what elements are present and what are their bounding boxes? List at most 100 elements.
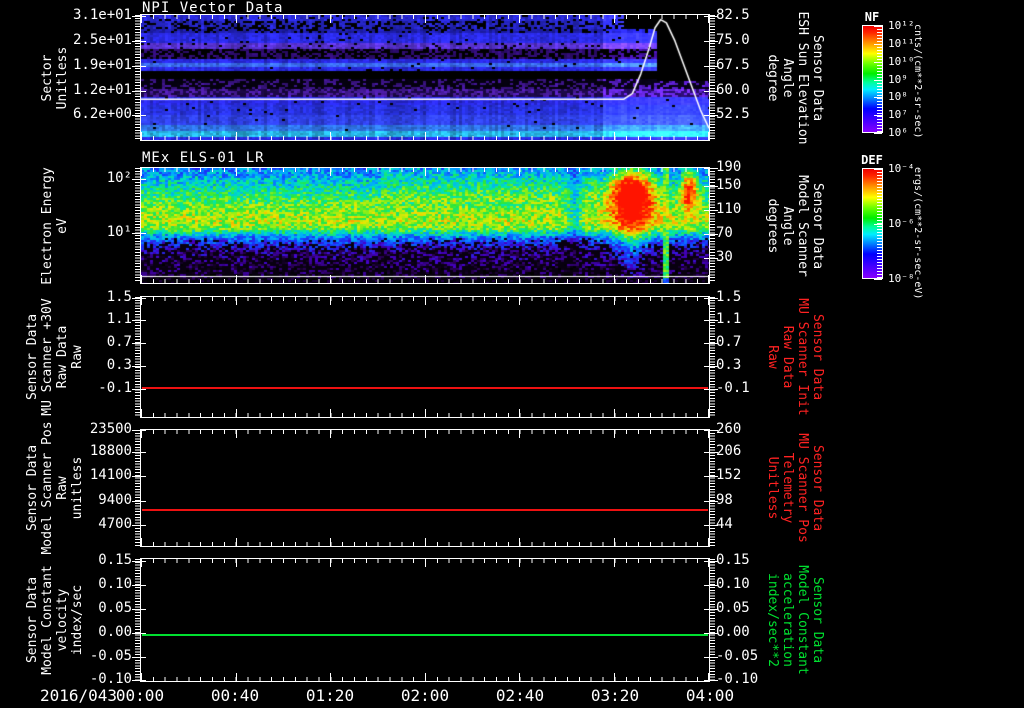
x-major-tick <box>425 430 426 438</box>
y-major-tick <box>704 186 709 187</box>
y-tick-label: 0.10 <box>716 576 750 592</box>
y-tick-label: 0.7 <box>716 334 742 350</box>
y-major-tick <box>132 389 141 390</box>
y-major-tick <box>709 585 718 586</box>
y-tick-label: 0.15 <box>716 552 750 568</box>
y-tick-label: 1.1 <box>716 311 742 327</box>
colorbar-unit-def: ergs/(cm**2-sr-sec-eV) <box>912 167 923 300</box>
x-major-tick <box>614 168 615 176</box>
y-tick-label: 98 <box>716 492 733 508</box>
data-line-model-constant-velocity <box>142 634 708 636</box>
x-major-tick <box>614 559 615 567</box>
def-colorbar-minor-ticks <box>877 169 882 278</box>
data-line-model-scanner-pos <box>142 509 708 511</box>
nf-colorbar-minor-ticks <box>877 26 882 132</box>
y-major-tick <box>704 66 709 67</box>
x-major-tick <box>330 132 331 140</box>
x-major-tick <box>330 559 331 567</box>
axis-label-right-model-constant-velocity: Sensor Data Model Constant acceleration … <box>765 565 825 675</box>
x-major-tick <box>236 275 237 283</box>
y-tick-label: 152 <box>716 467 742 483</box>
y-major-tick <box>704 115 709 116</box>
y-major-tick <box>709 657 718 658</box>
y-major-tick <box>704 258 709 259</box>
colorbar-major-tick <box>874 97 882 98</box>
y-tick-label: 18800 <box>89 443 132 459</box>
y-tick-label: 75.0 <box>716 32 750 48</box>
x-major-tick <box>519 275 520 283</box>
colorbar-tick-label: 10⁷ <box>888 108 908 121</box>
y-major-tick <box>132 16 141 17</box>
y-major-tick <box>704 343 709 344</box>
y-major-tick <box>704 91 709 92</box>
x-major-tick <box>614 132 615 140</box>
x-major-tick <box>330 168 331 176</box>
y-major-tick <box>709 168 718 169</box>
y-major-tick <box>141 525 146 526</box>
y-major-tick <box>132 501 141 502</box>
y-major-tick <box>132 525 141 526</box>
y-minor-ticks-right <box>710 559 715 681</box>
x-major-tick <box>708 673 709 681</box>
colorbar-major-tick <box>874 115 882 116</box>
y-tick-label: -0.1 <box>98 380 132 396</box>
x-major-tick <box>708 15 709 23</box>
y-tick-label: -0.05 <box>716 648 759 664</box>
y-major-tick <box>132 430 141 431</box>
x-major-tick <box>141 559 142 567</box>
y-major-tick <box>704 16 709 17</box>
x-major-tick <box>330 538 331 546</box>
y-major-tick <box>704 366 709 367</box>
x-major-tick <box>708 538 709 546</box>
y-major-tick <box>132 561 141 562</box>
y-major-tick <box>141 609 146 610</box>
y-major-tick <box>709 186 718 187</box>
y-major-tick <box>141 320 146 321</box>
y-tick-label: 0.00 <box>716 624 750 640</box>
y-major-tick <box>141 343 146 344</box>
x-major-tick <box>141 275 142 283</box>
y-tick-label: 0.15 <box>98 552 132 568</box>
y-tick-label: 30 <box>716 249 733 265</box>
y-major-tick <box>704 561 709 562</box>
y-tick-label: 1.5 <box>106 289 132 305</box>
y-major-tick <box>704 452 709 453</box>
y-major-tick <box>132 585 141 586</box>
y-tick-label: 10¹ <box>106 224 132 240</box>
nf-colorbar <box>862 25 883 134</box>
colorbar-tick-label: 10⁶ <box>888 126 908 139</box>
y-major-tick <box>709 501 718 502</box>
y-tick-label: -0.10 <box>716 671 759 687</box>
axis-label-left-mex-els-01-lr: Electron Energy eV <box>40 166 70 285</box>
y-tick-label: 0.3 <box>716 357 742 373</box>
panel-mex-els-01-lr <box>132 167 718 284</box>
x-major-tick <box>141 430 142 438</box>
panel-mu-scanner-30v <box>132 296 718 418</box>
def-colorbar <box>862 168 883 280</box>
x-major-tick <box>236 297 237 305</box>
x-major-tick <box>236 15 237 23</box>
y-tick-label: 4700 <box>98 516 132 532</box>
axis-label-left-model-scanner-pos: Sensor Data Model Scanner Pos Raw unitle… <box>25 421 85 555</box>
y-tick-label: 0.10 <box>98 576 132 592</box>
x-major-tick <box>708 409 709 417</box>
y-major-tick <box>132 320 141 321</box>
x-major-tick <box>425 559 426 567</box>
panel-title-mex-els-01-lr: MEx ELS-01 LR <box>142 150 265 166</box>
y-tick-label: 110 <box>716 201 742 217</box>
y-major-tick <box>709 234 718 235</box>
x-major-tick <box>425 132 426 140</box>
x-major-tick <box>519 559 520 567</box>
y-minor-ticks-left <box>135 430 140 546</box>
spectrogram-canvas-npi-vector-data <box>141 15 709 140</box>
y-tick-label: 6.2e+00 <box>72 106 132 122</box>
x-tick-label: 03:20 <box>590 686 640 705</box>
x-major-tick <box>425 538 426 546</box>
y-major-tick <box>709 41 718 42</box>
colorbar-tick-label: 10⁸ <box>888 90 908 103</box>
x-major-tick <box>141 15 142 23</box>
y-major-tick <box>704 680 709 681</box>
x-tick-label: 01:20 <box>305 686 355 705</box>
data-line-mu-scanner-30v <box>142 387 708 389</box>
x-major-tick <box>708 430 709 438</box>
